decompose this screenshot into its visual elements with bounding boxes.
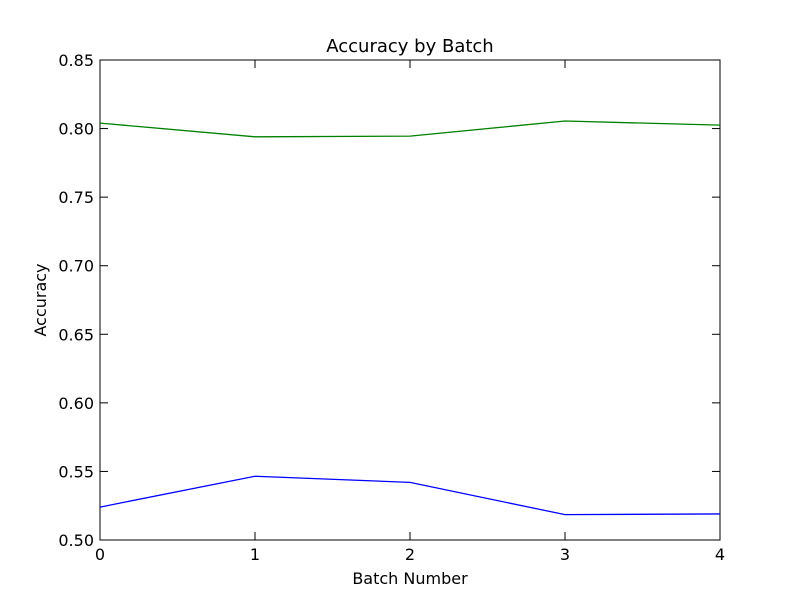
x-tick-label: 0 [95,545,105,564]
y-tick-label: 0.55 [58,462,94,481]
series-lines [99,120,721,516]
x-tick-label: 1 [250,545,260,564]
plot-frame [99,59,721,541]
y-tick-label: 0.60 [58,394,94,413]
series-line-2 [99,475,721,516]
x-tick-label: 2 [405,545,415,564]
plot-area [99,59,721,541]
chart-title: Accuracy by Batch [326,36,493,57]
y-tick-label: 0.50 [58,531,94,550]
y-tick-label: 0.65 [58,325,94,344]
y-tick-label: 0.85 [58,51,94,70]
y-tick-label: 0.75 [58,188,94,207]
y-tick-label: 0.80 [58,120,94,139]
series-line-1 [99,120,721,138]
y-tick-label: 0.70 [58,257,94,276]
x-tick-label: 4 [715,545,725,564]
axis-ticks: 0 1 2 3 4 0.50 0.55 0.60 0.65 0.70 0.75 0.80 0.85 [58,51,725,564]
x-tick-label: 3 [560,545,570,564]
y-axis-label: Accuracy [31,263,50,336]
x-axis-label: Batch Number [352,569,468,588]
